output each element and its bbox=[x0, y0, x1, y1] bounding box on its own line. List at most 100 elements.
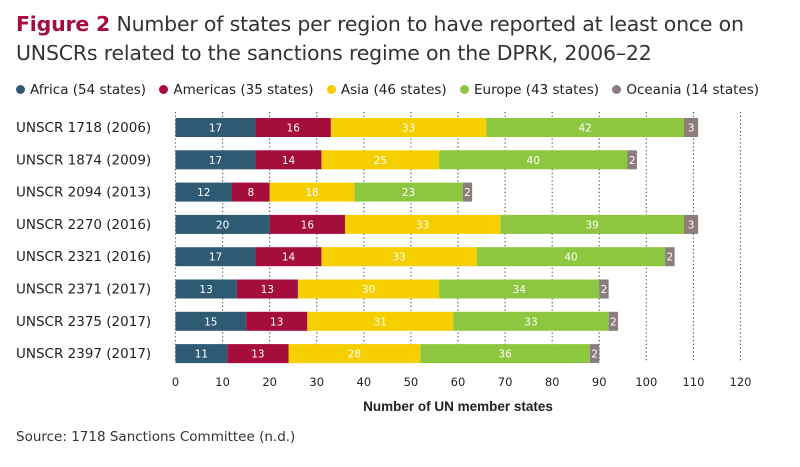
x-tick-10: 10 bbox=[215, 375, 230, 389]
bar-oceania-unscr-2375-2017 bbox=[608, 311, 619, 331]
bar-asia-unscr-1718-2006 bbox=[330, 118, 487, 137]
bar-americas-unscr-2375-2017 bbox=[246, 311, 308, 331]
x-tick-30: 30 bbox=[309, 375, 324, 389]
bar-oceania-unscr-1874-2009 bbox=[627, 150, 637, 170]
data-label-oceania-unscr-2375-2017: 2 bbox=[610, 316, 617, 328]
bar-africa-unscr-2321-2016 bbox=[175, 247, 256, 267]
data-label-asia-unscr-2321-2016: 33 bbox=[392, 252, 405, 264]
bar-europe-unscr-1874-2009 bbox=[439, 150, 628, 170]
category-label-unscr-2094-2013: UNSCR 2094 (2013) bbox=[16, 185, 151, 201]
bar-africa-unscr-1874-2009 bbox=[175, 150, 256, 170]
x-tick-120: 120 bbox=[730, 375, 752, 389]
data-label-americas-unscr-2321-2016: 14 bbox=[282, 252, 296, 264]
bar-oceania-unscr-1718-2006 bbox=[684, 118, 699, 137]
x-tick-110: 110 bbox=[682, 375, 704, 389]
bar-oceania-unscr-2371-2017 bbox=[599, 279, 609, 299]
data-label-africa-unscr-2375-2017: 15 bbox=[204, 316, 217, 328]
data-label-africa-unscr-2397-2017: 11 bbox=[195, 349, 208, 361]
category-label-unscr-2321-2016: UNSCR 2321 (2016) bbox=[16, 249, 151, 265]
data-label-oceania-unscr-2321-2016: 2 bbox=[667, 252, 674, 264]
bar-americas-unscr-2270-2016 bbox=[269, 214, 345, 234]
legend-item-europe: Europe (43 states) bbox=[460, 82, 599, 98]
legend-label-asia: Asia (46 states) bbox=[340, 82, 447, 98]
data-label-africa-unscr-1718-2006: 17 bbox=[209, 123, 222, 135]
data-label-europe-unscr-2397-2017: 36 bbox=[498, 349, 512, 361]
data-label-oceania-unscr-2397-2017: 2 bbox=[591, 349, 598, 361]
bar-americas-unscr-2094-2013 bbox=[232, 182, 270, 202]
data-label-asia-unscr-1874-2009: 25 bbox=[374, 155, 387, 167]
bar-africa-unscr-1718-2006 bbox=[175, 118, 256, 137]
category-label-unscr-1718-2006: UNSCR 1718 (2006) bbox=[16, 120, 151, 136]
bar-africa-unscr-2371-2017 bbox=[175, 279, 237, 299]
bar-oceania-unscr-2270-2016 bbox=[684, 214, 699, 234]
x-tick-20: 20 bbox=[262, 375, 277, 389]
category-label-unscr-1874-2009: UNSCR 1874 (2009) bbox=[16, 152, 151, 168]
title-text: Number of states per region to have repo… bbox=[16, 12, 744, 65]
data-label-oceania-unscr-1718-2006: 3 bbox=[688, 123, 695, 135]
x-tick-labels: 0 10 20 30 40 50 60 70 80 90 100 110 120 bbox=[172, 375, 752, 389]
data-label-africa-unscr-2094-2013: 12 bbox=[197, 187, 210, 199]
x-tick-60: 60 bbox=[451, 375, 466, 389]
legend-swatch-asia bbox=[326, 85, 336, 94]
bar-asia-unscr-2371-2017 bbox=[297, 279, 440, 299]
bar-europe-unscr-2094-2013 bbox=[354, 182, 463, 202]
legend-label-americas: Americas (35 states) bbox=[173, 82, 314, 98]
bar-asia-unscr-2375-2017 bbox=[307, 311, 454, 331]
figure-label: Figure 2 bbox=[16, 12, 111, 36]
legend-swatch-europe bbox=[460, 85, 469, 94]
legend-label-oceania: Oceania (14 states) bbox=[626, 82, 760, 98]
x-tick-90: 90 bbox=[592, 375, 607, 389]
legend-item-americas: Americas (35 states) bbox=[159, 82, 314, 98]
x-tick-70: 70 bbox=[498, 375, 513, 389]
data-label-americas-unscr-2270-2016: 16 bbox=[301, 219, 315, 231]
data-label-europe-unscr-2270-2016: 39 bbox=[586, 219, 599, 231]
bar-africa-unscr-2375-2017 bbox=[175, 311, 247, 331]
category-label-unscr-2397-2017: UNSCR 2397 (2017) bbox=[16, 346, 151, 362]
data-label-asia-unscr-2371-2017: 30 bbox=[362, 284, 375, 296]
x-tick-0: 0 bbox=[172, 375, 179, 389]
legend-swatch-oceania bbox=[612, 85, 622, 94]
bar-oceania-unscr-2094-2013 bbox=[462, 182, 473, 202]
data-label-africa-unscr-2321-2016: 17 bbox=[209, 252, 222, 264]
data-label-europe-unscr-1718-2006: 42 bbox=[578, 123, 591, 135]
bar-europe-unscr-2371-2017 bbox=[439, 279, 600, 299]
x-axis-label: Number of UN member states bbox=[363, 399, 553, 414]
bar-asia-unscr-1874-2009 bbox=[321, 150, 440, 170]
data-label-africa-unscr-2371-2017: 13 bbox=[199, 284, 212, 296]
legend-item-asia: Asia (46 states) bbox=[326, 82, 447, 98]
data-label-americas-unscr-2397-2017: 13 bbox=[251, 349, 264, 361]
data-label-europe-unscr-2321-2016: 40 bbox=[564, 252, 577, 264]
x-tick-50: 50 bbox=[404, 375, 419, 389]
data-label-asia-unscr-2397-2017: 28 bbox=[348, 349, 361, 361]
legend-label-africa: Africa (54 states) bbox=[30, 82, 147, 98]
bar-asia-unscr-2094-2013 bbox=[269, 182, 355, 202]
bar-europe-unscr-2397-2017 bbox=[420, 344, 590, 364]
category-label-unscr-2375-2017: UNSCR 2375 (2017) bbox=[16, 314, 151, 330]
bar-africa-unscr-2094-2013 bbox=[175, 182, 232, 202]
category-labels: UNSCR 1718 (2006) UNSCR 1874 (2009) UNSCR … bbox=[16, 120, 151, 362]
legend-swatch-americas bbox=[159, 85, 169, 94]
legend-item-oceania: Oceania (14 states) bbox=[612, 82, 759, 98]
bar-europe-unscr-1718-2006 bbox=[486, 118, 684, 137]
bar-americas-unscr-1718-2006 bbox=[255, 118, 331, 137]
bar-oceania-unscr-2321-2016 bbox=[665, 247, 675, 267]
x-tick-100: 100 bbox=[635, 375, 657, 389]
bar-europe-unscr-2270-2016 bbox=[500, 214, 684, 234]
data-label-americas-unscr-2371-2017: 13 bbox=[261, 284, 274, 296]
bar-europe-unscr-2375-2017 bbox=[453, 311, 609, 331]
data-label-europe-unscr-2375-2017: 33 bbox=[524, 316, 537, 328]
bar-africa-unscr-2397-2017 bbox=[175, 344, 228, 364]
data-label-oceania-unscr-1874-2009: 2 bbox=[629, 155, 636, 167]
legend: Africa (54 states) Americas (35 states) … bbox=[16, 82, 768, 98]
category-label-unscr-2270-2016: UNSCR 2270 (2016) bbox=[16, 217, 151, 233]
bar-americas-unscr-2321-2016 bbox=[255, 247, 322, 267]
data-label-asia-unscr-2270-2016: 33 bbox=[416, 219, 429, 231]
bar-asia-unscr-2270-2016 bbox=[345, 214, 501, 234]
bar-asia-unscr-2321-2016 bbox=[321, 247, 477, 267]
x-tick-40: 40 bbox=[357, 375, 372, 389]
bar-africa-unscr-2270-2016 bbox=[175, 214, 270, 234]
data-label-americas-unscr-1718-2006: 16 bbox=[287, 123, 301, 135]
legend-swatch-africa bbox=[16, 85, 25, 94]
data-label-oceania-unscr-2371-2017: 2 bbox=[601, 284, 608, 296]
